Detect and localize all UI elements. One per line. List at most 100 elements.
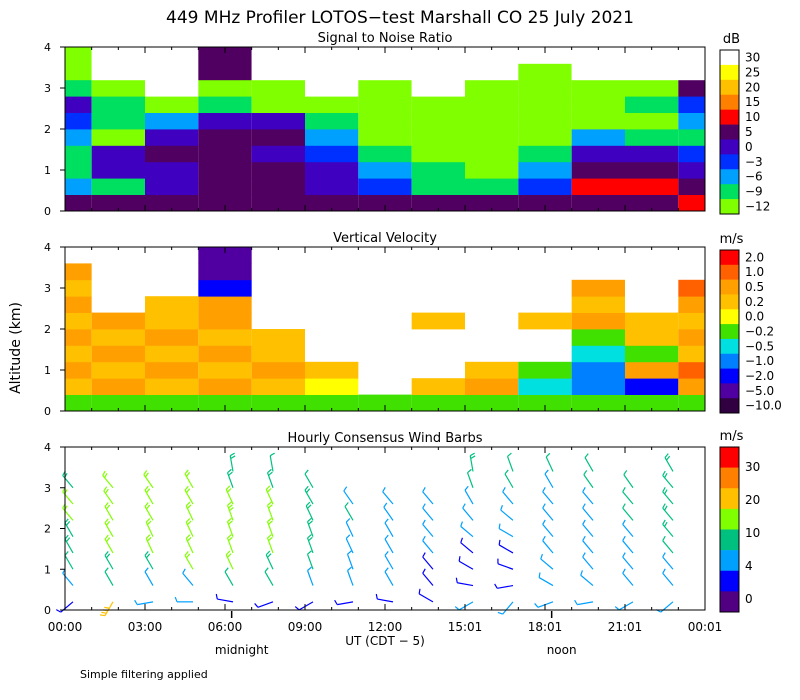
heatmap-cell — [518, 194, 572, 212]
colorbar-label: −3 — [745, 155, 763, 169]
wind-barb-flag — [305, 488, 311, 494]
heatmap-cell — [571, 194, 625, 212]
wind-barb-flag — [265, 485, 271, 490]
colorbar-label: −12 — [745, 200, 770, 214]
heatmap-cell — [198, 129, 252, 146]
heatmap-cell — [251, 63, 305, 81]
heatmap-cell — [411, 194, 465, 212]
wind-barb — [422, 556, 434, 570]
wind-barb-flag — [574, 599, 578, 605]
wind-barb-flag — [215, 593, 218, 600]
wind-barb-flag — [64, 534, 69, 540]
wind-barb — [224, 571, 234, 586]
wind-barb-flag — [65, 520, 71, 526]
heatmap-cell — [625, 112, 679, 130]
wind-barb-flag — [64, 551, 69, 556]
wind-barb — [582, 556, 594, 570]
wind-barb — [422, 524, 434, 538]
wind-barb-flag — [104, 518, 109, 524]
wind-barb — [422, 540, 434, 554]
wind-barb-flag — [228, 520, 233, 525]
wind-barb — [542, 491, 554, 505]
wind-barb-flag — [227, 468, 232, 474]
wind-barb-flag — [464, 485, 469, 491]
colorbar-segment — [720, 447, 739, 468]
heatmap-cell — [465, 63, 519, 81]
wind-barb-flag — [460, 521, 464, 527]
heatmap-cell — [145, 145, 199, 163]
wind-barb — [662, 572, 674, 586]
x-tick-label: 00:01 — [688, 620, 723, 634]
heatmap-cell — [465, 378, 519, 395]
heatmap-cell — [518, 63, 572, 81]
heatmap-cell — [625, 378, 679, 395]
colorbar-label: 5 — [745, 125, 753, 139]
colorbar-label: 15 — [745, 95, 760, 109]
colorbar-segment — [720, 324, 739, 340]
heatmap-cell — [65, 361, 92, 379]
wind-barb — [257, 601, 274, 608]
colorbar-segment — [720, 50, 739, 66]
y-tick-label: 0 — [44, 205, 51, 218]
wind-barb-flag — [143, 470, 148, 475]
wind-barb — [346, 554, 354, 570]
wind-barb-flag — [422, 552, 426, 558]
wind-barb — [506, 456, 514, 472]
wind-barb — [622, 524, 634, 538]
colorbar-label: 10 — [745, 526, 760, 540]
heatmap-cell — [198, 296, 252, 313]
heatmap-cell — [91, 129, 145, 146]
wind-barb-flag — [147, 520, 152, 526]
wind-barb — [504, 473, 514, 489]
wind-barb-flag — [145, 534, 151, 539]
wind-barb — [457, 582, 474, 587]
heatmap-cell — [411, 378, 465, 395]
heatmap-cell — [91, 394, 145, 412]
heatmap-cell — [198, 279, 252, 297]
heatmap-cell — [571, 312, 625, 330]
wind-barb-flag — [334, 599, 338, 605]
wind-barb-flag — [264, 567, 269, 573]
wind-barb — [384, 571, 394, 586]
heatmap-cell — [358, 178, 412, 195]
heatmap-cell — [518, 312, 572, 330]
wind-barb — [377, 598, 394, 603]
wind-barb — [304, 473, 314, 489]
heatmap-cell — [305, 96, 359, 113]
heatmap-cell — [65, 345, 92, 363]
wind-barb-flag — [267, 517, 272, 523]
wind-barb — [422, 507, 434, 521]
wind-barb-flag — [662, 519, 666, 525]
wind-barb-flag — [622, 487, 626, 493]
wind-barb-flag — [662, 535, 666, 541]
wind-barb — [344, 506, 354, 521]
heatmap-cell — [251, 394, 305, 412]
heatmap-cell — [358, 145, 412, 163]
heatmap-cell — [571, 345, 625, 363]
wind-barb — [343, 490, 354, 505]
heatmap-cell — [65, 394, 92, 412]
wind-barb-flag — [229, 506, 234, 512]
colorbar-label: 30 — [745, 50, 760, 64]
wind-barb-flag — [184, 485, 189, 491]
colorbar-frame — [719, 249, 740, 414]
x-tick-label: 15:01 — [448, 620, 483, 634]
wind-barb — [264, 571, 274, 586]
heatmap-cell — [65, 145, 92, 163]
wind-barb — [269, 455, 274, 472]
wind-barb — [583, 474, 594, 489]
wind-barb-flag — [134, 599, 138, 605]
wind-barb-flag — [582, 535, 586, 541]
heatmap-cell — [65, 263, 92, 281]
heatmap-cell — [65, 161, 92, 179]
colorbar-label: −2.0 — [745, 369, 774, 383]
wind-barb-flag — [662, 503, 666, 509]
heatmap-cell — [65, 296, 92, 313]
wind-barb-flag — [422, 535, 426, 541]
wind-barb-flag — [227, 501, 232, 506]
heatmap-cell — [571, 145, 625, 163]
colorbar-segment — [720, 250, 739, 266]
heatmap-cell — [358, 129, 412, 146]
wind-barb-flag — [582, 487, 586, 493]
